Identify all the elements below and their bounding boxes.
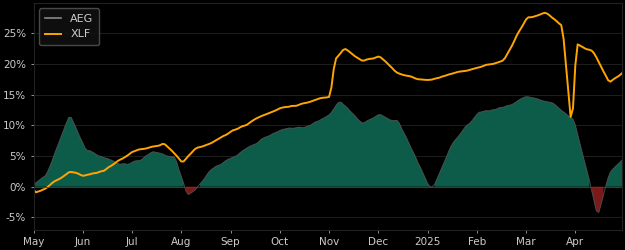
Legend: AEG, XLF: AEG, XLF <box>39 8 99 45</box>
